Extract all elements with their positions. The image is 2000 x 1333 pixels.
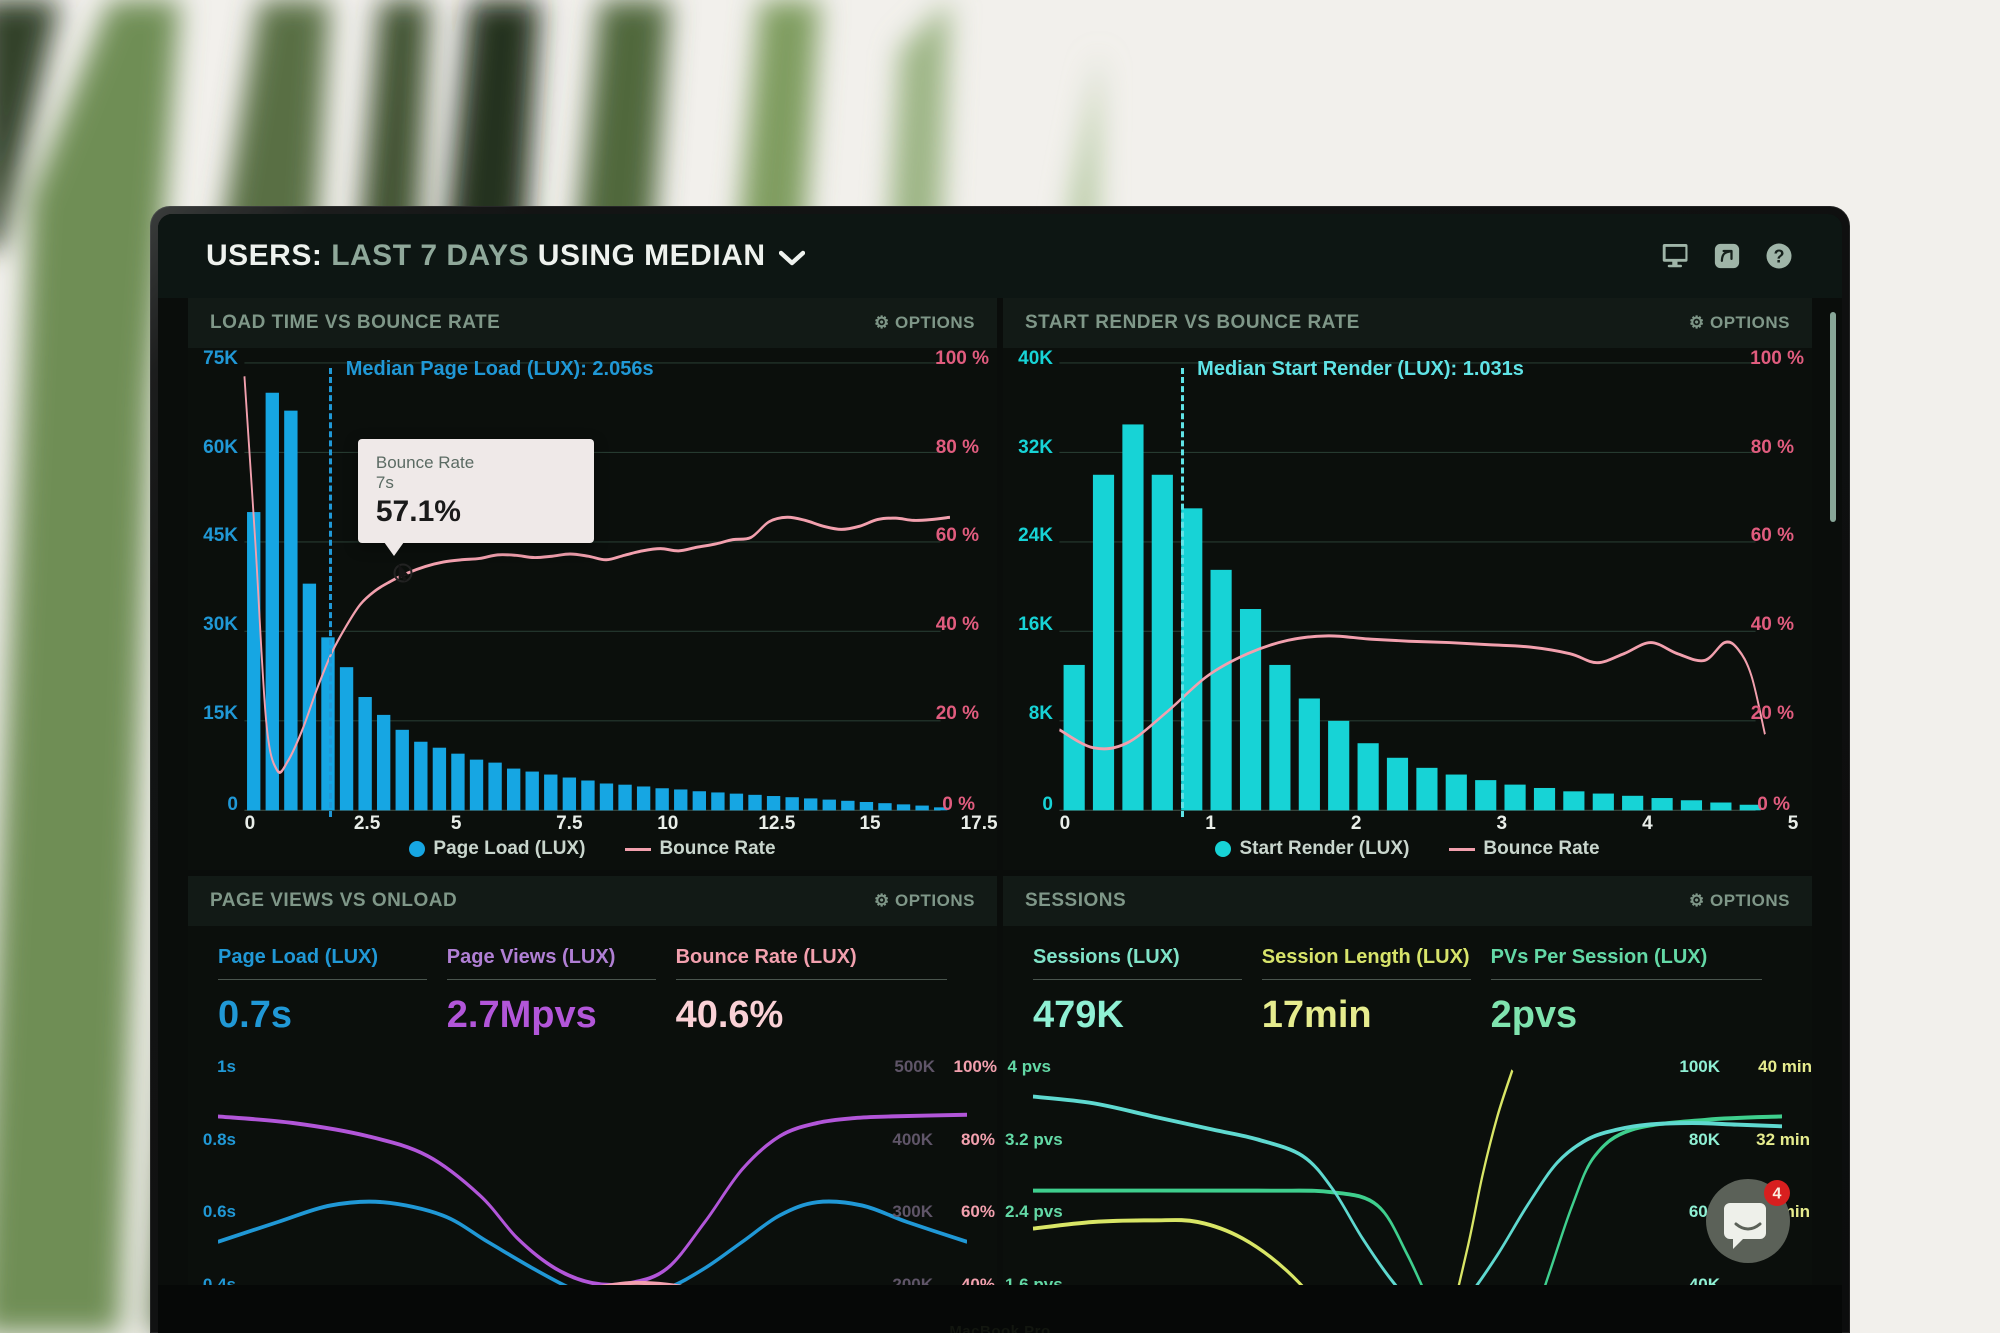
svg-text:4: 4 bbox=[1773, 1186, 1782, 1203]
svg-text:?: ? bbox=[1773, 247, 1784, 267]
